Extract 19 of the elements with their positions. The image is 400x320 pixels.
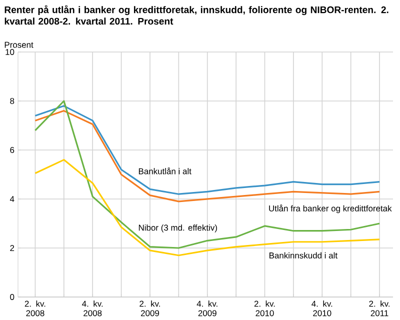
series-label: Bankutlån i alt [138,167,192,174]
y-tick-label: 0 [10,294,14,300]
y-tick-label: 2 [10,245,14,251]
y-tick-label: 6 [10,147,14,153]
y-tick-label: 10 [6,49,14,55]
series-label: Nibor (3 md. effektiv) [138,224,217,232]
x-tick-label: 2. kv. 2010 [254,300,275,316]
x-tick-label: 2. kv. 2009 [140,300,160,316]
x-tick-label: 2. kv. 2011 [369,300,390,316]
y-axis-title: Prosent [4,42,34,48]
x-tick-label: 2. kv. 2008 [24,300,46,316]
y-tick-label: 8 [10,98,14,104]
chart-title: Renter på utlån i banker og kredittforetak, innskudd, foliorente og NIBOR-renten. 2. kvartal 2008-2. kvartal 2011. Prosent [4,5,388,25]
x-tick-label: 4. kv. 2009 [196,300,218,316]
y-tick-label: 4 [10,196,14,202]
x-tick-label: 4. kv. 2010 [312,300,332,316]
x-tick-label: 4. kv. 2008 [82,300,103,316]
series-label: Utlån fra banker og kredittforetak [269,204,392,214]
series-label: Bankinnskudd i alt [270,252,338,258]
